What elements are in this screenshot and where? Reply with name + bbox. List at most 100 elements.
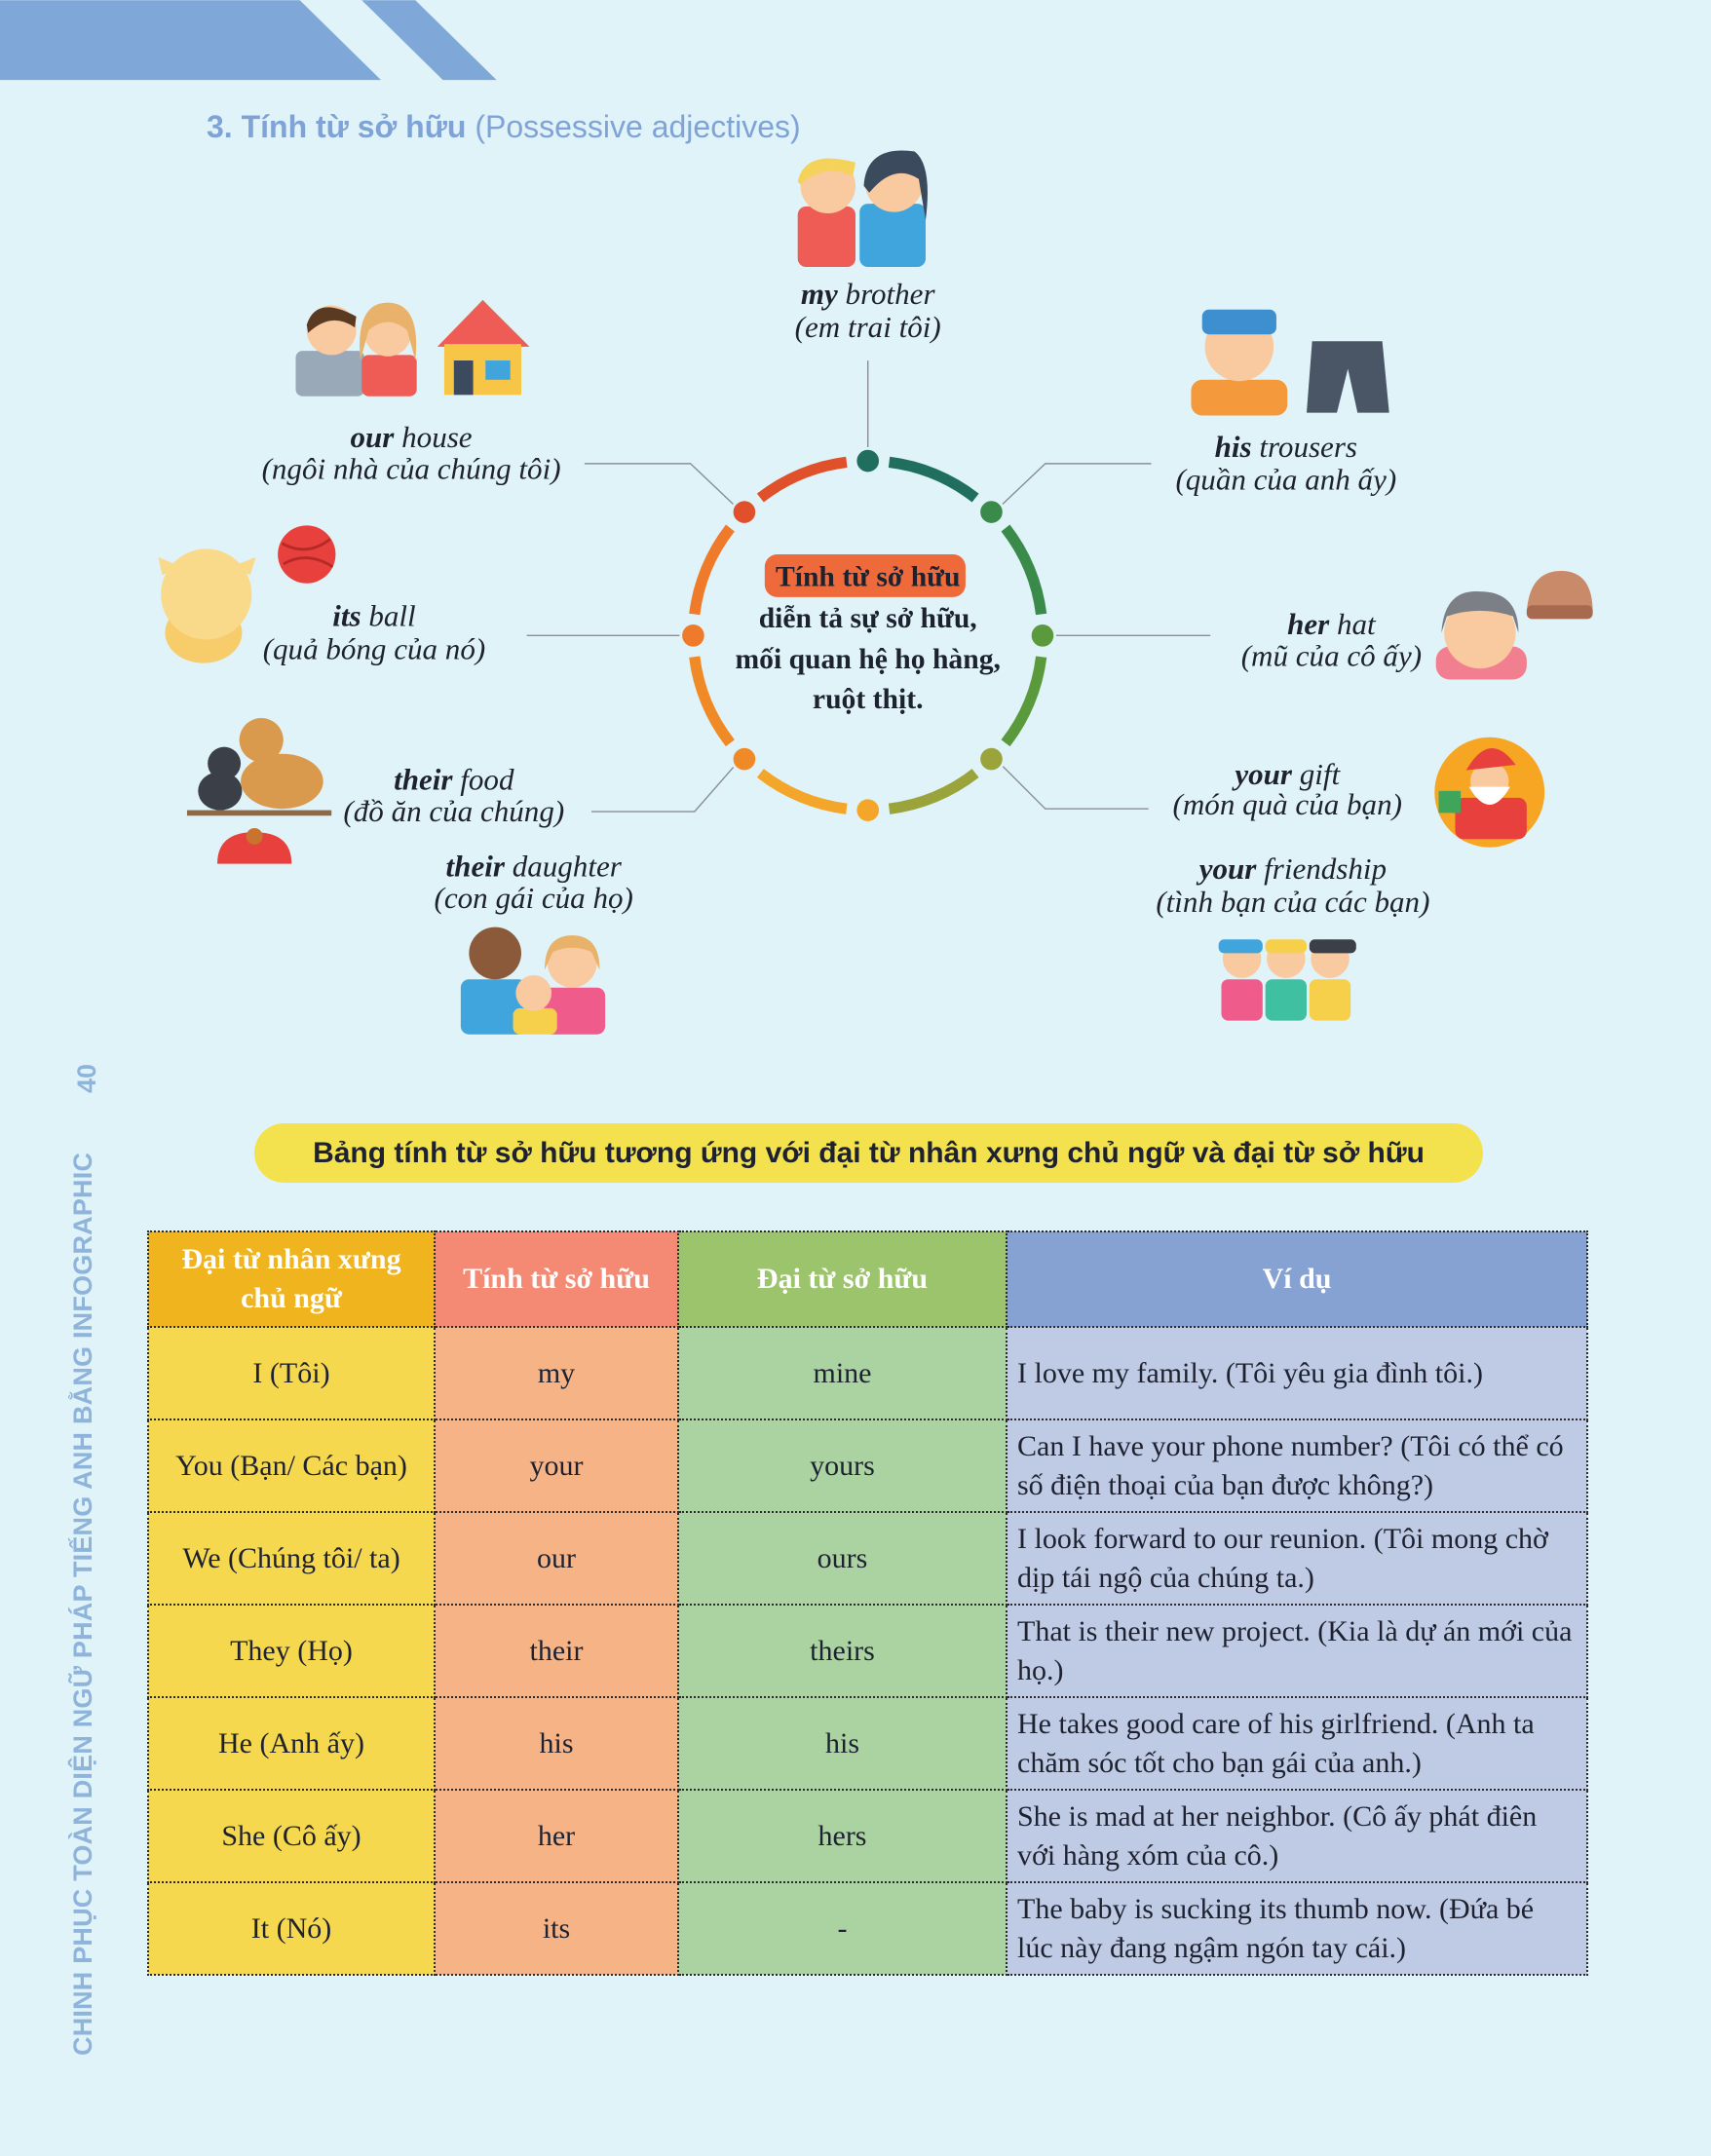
example-her-hat: her hat (mũ của cô ấy) — [1241, 607, 1422, 672]
friends-icon — [1218, 939, 1356, 1021]
svg-text:his trousers: his trousers — [1215, 430, 1357, 464]
subject-pronoun-cell: We (Chúng tôi/ ta) — [147, 1511, 436, 1606]
table-row: We (Chúng tôi/ ta) our ours I look forward … — [147, 1511, 1588, 1606]
table-row: You (Bạn/ Các bạn) your yours Can I have yo… — [147, 1418, 1588, 1513]
brother-sister-icon — [797, 150, 928, 268]
ring-dot — [977, 744, 1006, 774]
ring-segment — [1001, 656, 1047, 747]
possessive-adjective-cell: my — [434, 1326, 679, 1420]
cat-yarn-ball-icon — [158, 525, 336, 663]
example-our-house: our house (ngôi nhà của chúng tôi) — [262, 420, 561, 485]
table-row: They (Họ) their theirs That is their new pr… — [147, 1604, 1588, 1698]
boy-trousers-icon — [1191, 309, 1389, 416]
svg-text:(món quà của bạn): (món quà của bạn) — [1173, 787, 1402, 821]
example-their-daughter: their daughter (con gái của họ) — [435, 849, 633, 914]
connector-lines — [526, 360, 1211, 813]
girl-hat-icon — [1435, 570, 1593, 680]
possessive-pronoun-cell: - — [677, 1881, 1008, 1976]
ring-dot — [854, 796, 882, 824]
ring-segment — [689, 524, 735, 616]
page-number: 40 — [72, 1063, 101, 1093]
ring-dot — [854, 446, 882, 475]
ring-dot — [977, 498, 1006, 526]
example-your-friendship: your friendship (tình bạn của các bạn) — [1156, 851, 1429, 919]
example-cell: The baby is sucking its thumb now. (Đứa … — [1006, 1881, 1588, 1976]
example-cell: Can I have your phone number? (Tôi có th… — [1006, 1418, 1588, 1513]
ring-segment — [689, 656, 735, 747]
ring-segment — [756, 456, 848, 503]
example-its-ball: its ball (quả bóng của nó) — [263, 598, 486, 665]
possessive-adjective-cell: her — [434, 1789, 679, 1883]
header-example: Ví dụ — [1006, 1230, 1588, 1328]
ring-dots — [679, 446, 1057, 824]
possessive-pronoun-cell: ours — [677, 1511, 1008, 1606]
subject-pronoun-cell: They (Họ) — [147, 1604, 436, 1698]
ring-dot — [730, 744, 759, 774]
example-cell: I love my family. (Tôi yêu gia đình tôi.… — [1006, 1326, 1588, 1420]
subject-pronoun-cell: You (Bạn/ Các bạn) — [147, 1418, 436, 1513]
center-line: mối quan hệ họ hàng, — [735, 644, 1000, 675]
example-cell: She is mad at her neighbor. (Cô ấy phát … — [1006, 1789, 1588, 1883]
example-cell: That is their new project. (Kia là dự án… — [1006, 1604, 1588, 1698]
ring — [689, 456, 1047, 814]
svg-text:(em trai tôi): (em trai tôi) — [795, 310, 941, 344]
svg-text:their food: their food — [394, 762, 514, 796]
side-book-title: CHINH PHỤC TOÀN DIỆN NGỮ PHÁP TIẾNG ANH … — [68, 1152, 97, 2056]
svg-text:(quả bóng của nó): (quả bóng của nó) — [263, 631, 486, 665]
ring-dot — [730, 498, 759, 526]
ring-segment — [888, 769, 979, 814]
header-stripe — [361, 0, 497, 81]
santa-gift-icon — [1434, 737, 1545, 848]
header-band — [0, 0, 382, 81]
svg-text:(tình bạn của các bạn): (tình bạn của các bạn) — [1156, 885, 1429, 919]
section-title: 3. Tính từ sở hữu (Possessive adjectives… — [207, 109, 801, 144]
svg-text:our house: our house — [351, 420, 473, 454]
cat-dog-food-icon — [186, 718, 332, 864]
svg-text:(con gái của họ): (con gái của họ) — [435, 881, 633, 915]
table-row: She (Cô ấy) her hers She is mad at her neig… — [147, 1789, 1588, 1883]
svg-text:my brother: my brother — [801, 277, 936, 311]
svg-text:her hat: her hat — [1287, 607, 1377, 641]
center-title: Tính từ sở hữu — [776, 562, 960, 593]
header-possessive-adjective: Tính từ sở hữu — [434, 1230, 679, 1328]
center-line: diễn tả sự sở hữu, — [759, 603, 977, 634]
svg-text:(ngôi nhà của chúng tôi): (ngôi nhà của chúng tôi) — [262, 451, 561, 485]
example-my-brother: my brother (em trai tôi) — [795, 277, 941, 344]
ring-segment — [756, 769, 848, 814]
svg-text:your friendship: your friendship — [1196, 851, 1387, 886]
subject-pronoun-cell: I (Tôi) — [147, 1326, 436, 1420]
center-line: ruột thịt. — [813, 684, 924, 715]
family-icon — [460, 927, 606, 1035]
ring-dot — [1028, 622, 1057, 650]
header-possessive-pronoun: Đại từ sở hữu — [677, 1230, 1008, 1328]
svg-text:(quần của anh ấy): (quần của anh ấy) — [1175, 463, 1396, 497]
subject-pronoun-cell: He (Anh ấy) — [147, 1696, 436, 1791]
possessive-adjective-cell: our — [434, 1511, 679, 1606]
subject-pronoun-cell: She (Cô ấy) — [147, 1789, 436, 1883]
center-highlight — [764, 554, 966, 597]
svg-text:its ball: its ball — [332, 598, 415, 632]
example-cell: He takes good care of his girlfriend. (A… — [1006, 1696, 1588, 1791]
ring-dot — [679, 622, 707, 650]
table-header-row: Đại từ nhân xưng chủ ngữ Tính từ sở hữu … — [147, 1230, 1588, 1328]
ring-segment — [888, 456, 979, 503]
possessive-table: Đại từ nhân xưng chủ ngữ Tính từ sở hữu … — [147, 1230, 1588, 1976]
possessive-pronoun-cell: mine — [677, 1326, 1008, 1420]
possessive-pronoun-cell: yours — [677, 1418, 1008, 1513]
example-cell: I look forward to our reunion. (Tôi mong… — [1006, 1511, 1588, 1606]
svg-text:their daughter: their daughter — [446, 849, 623, 883]
possessive-adjective-cell: its — [434, 1881, 679, 1976]
couple-house-icon — [295, 299, 530, 397]
table-banner: Bảng tính từ sở hữu tương ứng với đại từ… — [254, 1123, 1483, 1183]
table-row: It (Nó) its - The baby is sucking its thumb… — [147, 1881, 1588, 1976]
header-subject-pronoun: Đại từ nhân xưng chủ ngữ — [147, 1230, 436, 1328]
possessive-diagram: Tính từ sở hữu diễn tả sự sở hữu, mối qu… — [0, 0, 1593, 1035]
svg-text:your gift: your gift — [1231, 757, 1341, 791]
possessive-pronoun-cell: hers — [677, 1789, 1008, 1883]
possessive-pronoun-cell: theirs — [677, 1604, 1008, 1698]
svg-text:(đồ ăn của chúng): (đồ ăn của chúng) — [343, 794, 564, 828]
example-his-trousers: his trousers (quần của anh ấy) — [1175, 430, 1396, 497]
ring-segment — [1001, 524, 1047, 616]
possessive-pronoun-cell: his — [677, 1696, 1008, 1791]
table-row: He (Anh ấy) his his He takes good care of h… — [147, 1696, 1588, 1791]
